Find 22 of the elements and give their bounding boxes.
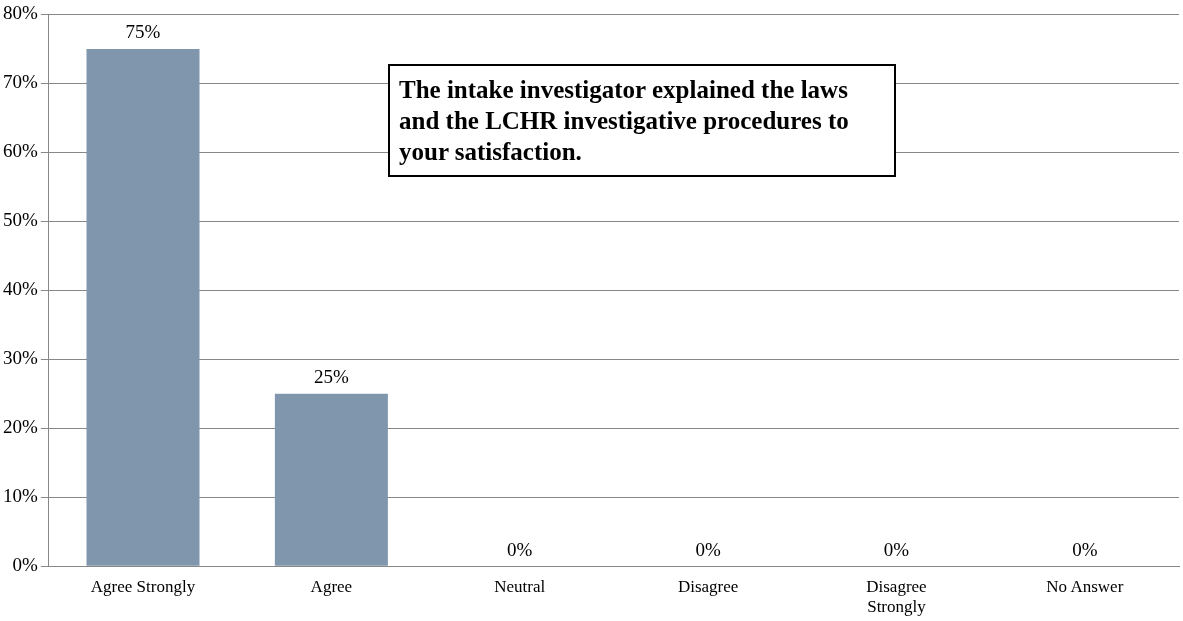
data-label: 0% bbox=[1072, 538, 1098, 560]
x-tick-label: Neutral bbox=[494, 576, 546, 596]
data-label: 0% bbox=[507, 538, 533, 560]
y-tick-label: 50% bbox=[3, 209, 38, 231]
x-tick-label: Disagree bbox=[677, 576, 739, 596]
text: The intake investigator explained the laws and the LCHR investigative procedures to your satisfaction. bbox=[388, 64, 896, 177]
y-tick-label: 40% bbox=[3, 278, 38, 300]
data-label: 0% bbox=[695, 538, 721, 560]
x-tick-label: Agree bbox=[310, 576, 353, 596]
y-tick-label: 80% bbox=[3, 2, 38, 24]
y-tick-label: 60% bbox=[3, 140, 38, 162]
y-tick-label: 30% bbox=[3, 347, 38, 369]
y-tick-label: 0% bbox=[12, 554, 38, 576]
y-tick-label: 20% bbox=[3, 416, 38, 438]
x-tick-label: Agree Strongly bbox=[90, 576, 196, 596]
y-tick-label: 70% bbox=[3, 71, 38, 93]
y-tick-label: 10% bbox=[3, 485, 38, 507]
data-label: 25% bbox=[313, 366, 349, 388]
x-tick-label: Disagree Strongly bbox=[866, 576, 927, 617]
x-tick-label: No Answer bbox=[1046, 576, 1124, 596]
data-label: 75% bbox=[125, 21, 161, 43]
data-label: 0% bbox=[883, 538, 910, 560]
